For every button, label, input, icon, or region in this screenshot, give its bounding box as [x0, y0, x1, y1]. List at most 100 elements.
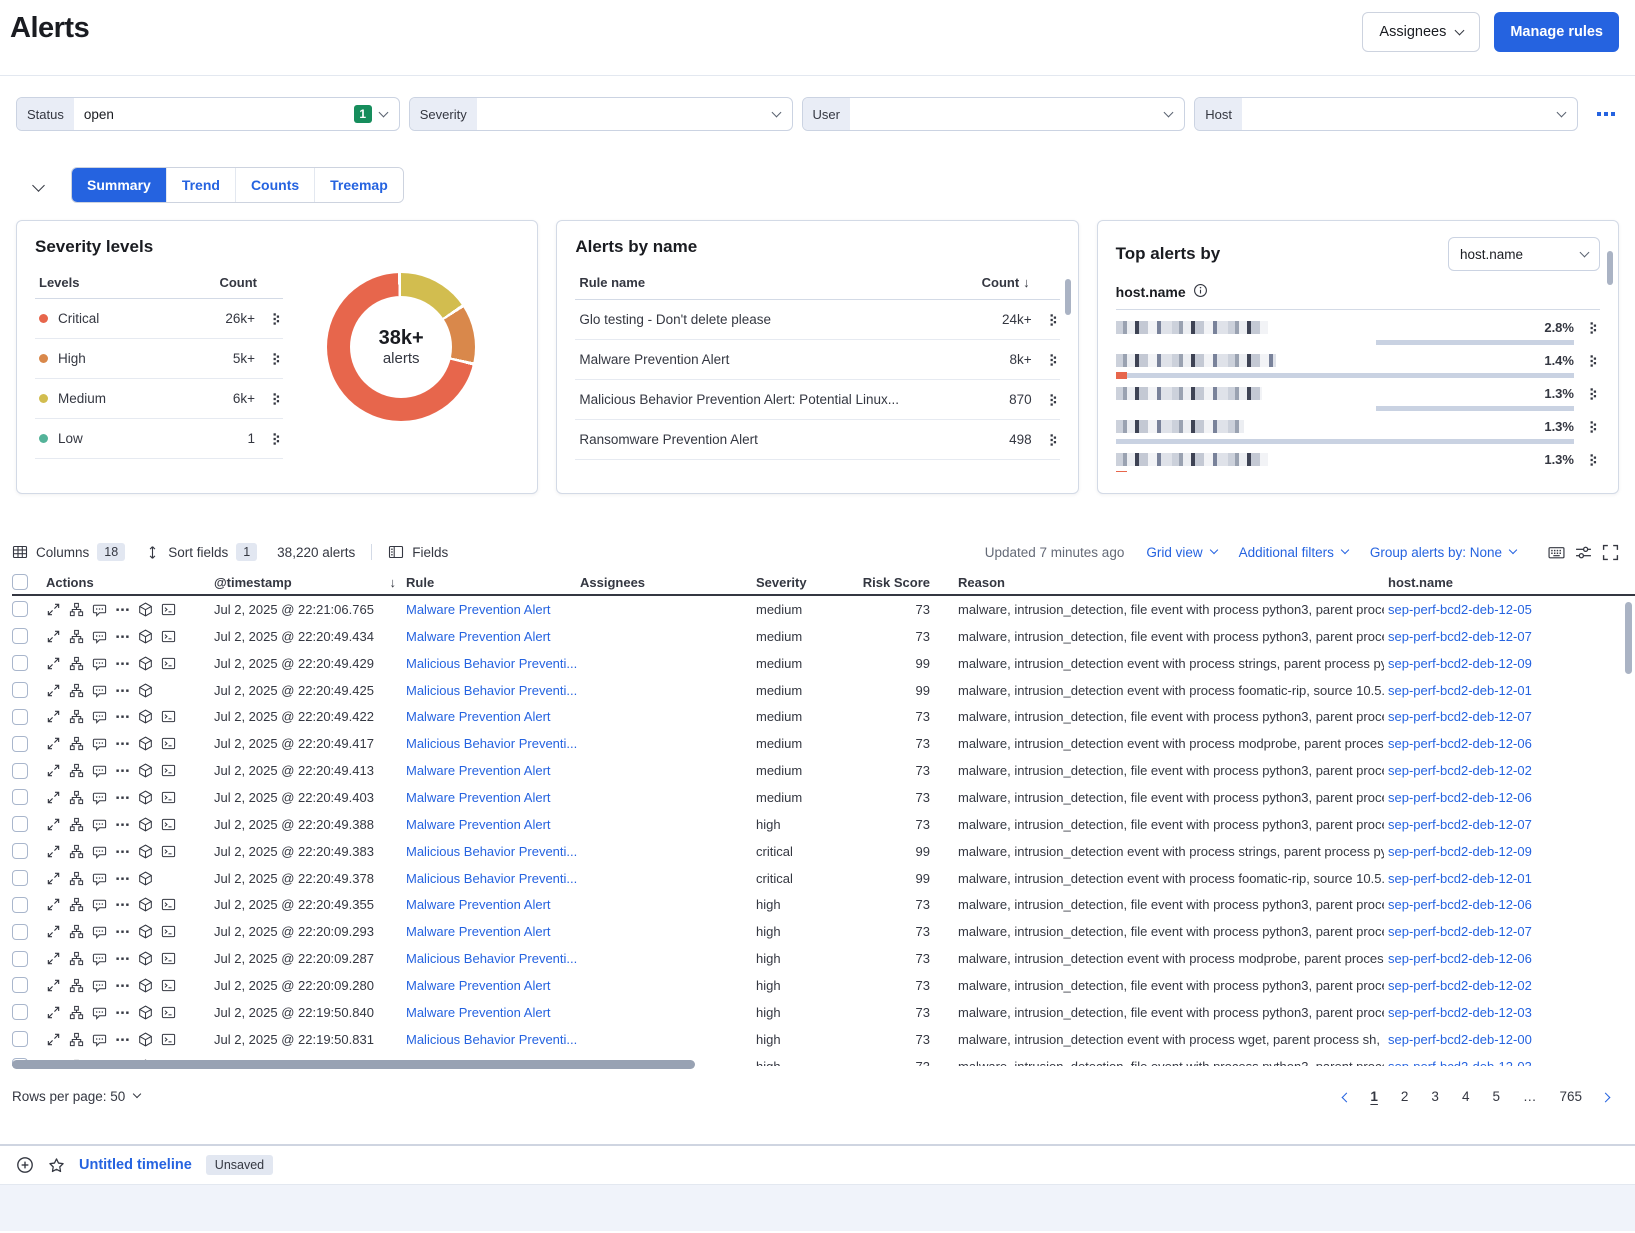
more-actions-icon[interactable] — [115, 924, 130, 939]
alert-rule-link[interactable]: Malicious Behavior Preventi... — [406, 870, 578, 886]
alert-hostname-link[interactable]: sep-perf-bcd2-deb-12-01 — [1388, 870, 1532, 886]
alert-hostname-link[interactable]: sep-perf-bcd2-deb-12-06 — [1388, 736, 1532, 752]
expand-alert-icon[interactable] — [46, 656, 61, 671]
alert-rule-link[interactable]: Malicious Behavior Preventi... — [406, 951, 578, 967]
osquery-icon[interactable] — [138, 629, 153, 644]
osquery-icon[interactable] — [138, 1032, 153, 1047]
more-actions-icon[interactable] — [115, 763, 130, 778]
response-console-icon[interactable] — [161, 709, 176, 724]
expand-alert-icon[interactable] — [46, 763, 61, 778]
alert-hostname-link[interactable]: sep-perf-bcd2-deb-12-06 — [1388, 897, 1532, 913]
alert-hostname-link[interactable]: sep-perf-bcd2-deb-12-06 — [1388, 951, 1532, 967]
alert-rule-link[interactable]: Malware Prevention Alert — [406, 1004, 551, 1020]
more-actions-icon[interactable] — [115, 656, 130, 671]
osquery-icon[interactable] — [138, 656, 153, 671]
response-console-icon[interactable] — [161, 978, 176, 993]
expand-alert-icon[interactable] — [46, 683, 61, 698]
analyze-event-icon[interactable] — [69, 844, 84, 859]
boxes-vertical-icon[interactable] — [1586, 453, 1600, 472]
row-checkbox[interactable] — [12, 789, 28, 806]
alert-rule-link[interactable]: Malware Prevention Alert — [406, 763, 551, 779]
alert-hostname-link[interactable]: sep-perf-bcd2-deb-12-01 — [1388, 682, 1532, 698]
analyze-event-icon[interactable] — [69, 817, 84, 832]
assignees-button[interactable]: Assignees — [1362, 12, 1481, 52]
alert-rule-link[interactable]: Malicious Behavior Preventi... — [406, 1031, 578, 1047]
response-console-icon[interactable] — [161, 897, 176, 912]
osquery-icon[interactable] — [138, 951, 153, 966]
alert-rule-link[interactable]: Malware Prevention Alert — [406, 816, 551, 832]
analyze-event-icon[interactable] — [69, 924, 84, 939]
expand-alert-icon[interactable] — [46, 844, 61, 859]
more-actions-icon[interactable] — [115, 871, 130, 886]
investigate-timeline-icon[interactable] — [92, 656, 107, 671]
timestamp-column-header[interactable]: @timestamp — [214, 574, 292, 590]
alert-hostname-link[interactable]: sep-perf-bcd2-deb-12-07 — [1388, 709, 1532, 725]
more-actions-icon[interactable] — [115, 629, 130, 644]
expand-alert-icon[interactable] — [46, 1032, 61, 1047]
previous-page-button[interactable] — [1339, 1086, 1354, 1106]
grid-view-button[interactable]: Grid view — [1146, 545, 1218, 560]
response-console-icon[interactable] — [161, 790, 176, 805]
row-checkbox[interactable] — [12, 682, 28, 698]
investigate-timeline-icon[interactable] — [92, 951, 107, 966]
alert-hostname-link[interactable]: sep-perf-bcd2-deb-12-00 — [1388, 1031, 1532, 1047]
select-all-checkbox[interactable] — [12, 574, 28, 590]
alert-rule-link[interactable]: Malicious Behavior Preventi... — [406, 736, 578, 752]
panel-scrollbar[interactable] — [1606, 251, 1613, 285]
row-checkbox[interactable] — [12, 735, 28, 752]
filter-combo[interactable]: Host — [1194, 97, 1578, 131]
analyze-event-icon[interactable] — [69, 763, 84, 778]
boxes-vertical-icon[interactable] — [269, 432, 283, 446]
fields-button[interactable]: Fields — [388, 544, 448, 560]
osquery-icon[interactable] — [138, 602, 153, 617]
collapse-summary-chevron[interactable] — [30, 173, 47, 197]
timeline-title[interactable]: Untitled timeline — [79, 1157, 192, 1173]
more-actions-icon[interactable] — [115, 736, 130, 751]
osquery-icon[interactable] — [138, 709, 153, 724]
investigate-timeline-icon[interactable] — [92, 817, 107, 832]
analyze-event-icon[interactable] — [69, 602, 84, 617]
columns-button[interactable]: Columns 18 — [12, 543, 126, 561]
response-console-icon[interactable] — [161, 763, 176, 778]
vertical-scrollbar-thumb[interactable] — [1625, 602, 1632, 674]
more-actions-icon[interactable] — [115, 790, 130, 805]
analyze-event-icon[interactable] — [69, 1005, 84, 1020]
timeline-icon[interactable] — [16, 1156, 34, 1174]
alert-hostname-link[interactable]: sep-perf-bcd2-deb-12-02 — [1388, 763, 1532, 779]
osquery-icon[interactable] — [138, 978, 153, 993]
info-icon[interactable] — [1193, 283, 1208, 301]
stack-by-select[interactable]: host.name — [1447, 237, 1600, 271]
analyze-event-icon[interactable] — [69, 897, 84, 912]
display-options-icon[interactable] — [1575, 544, 1592, 561]
investigate-timeline-icon[interactable] — [92, 629, 107, 644]
analyze-event-icon[interactable] — [69, 709, 84, 724]
alert-hostname-link[interactable]: sep-perf-bcd2-deb-12-05 — [1388, 601, 1532, 617]
page-number-button[interactable]: 3 — [1431, 1088, 1439, 1104]
analyze-event-icon[interactable] — [69, 790, 84, 805]
analyze-event-icon[interactable] — [69, 951, 84, 966]
filter-combo[interactable]: Severity — [408, 97, 793, 131]
alert-hostname-link[interactable]: sep-perf-bcd2-deb-12-03 — [1388, 1004, 1532, 1020]
expand-alert-icon[interactable] — [46, 736, 61, 751]
more-actions-icon[interactable] — [115, 844, 130, 859]
investigate-timeline-icon[interactable] — [92, 763, 107, 778]
filter-combo[interactable]: User — [801, 97, 1186, 131]
rows-per-page-button[interactable]: Rows per page: 50 — [12, 1089, 142, 1104]
boxes-vertical-icon[interactable] — [1046, 353, 1060, 367]
alert-hostname-link[interactable]: sep-perf-bcd2-deb-12-07 — [1388, 628, 1532, 644]
response-console-icon[interactable] — [161, 817, 176, 832]
keyboard-shortcuts-icon[interactable] — [1548, 544, 1565, 561]
sort-fields-button[interactable]: Sort fields 1 — [145, 543, 258, 561]
more-actions-icon[interactable] — [115, 951, 130, 966]
page-number-button[interactable]: … — [1522, 1088, 1537, 1104]
boxes-vertical-icon[interactable] — [269, 312, 283, 326]
alert-hostname-link[interactable]: sep-perf-bcd2-deb-12-03 — [1384, 1059, 1635, 1066]
expand-alert-icon[interactable] — [46, 924, 61, 939]
alert-hostname-link[interactable]: sep-perf-bcd2-deb-12-09 — [1388, 843, 1532, 859]
investigate-timeline-icon[interactable] — [92, 709, 107, 725]
osquery-icon[interactable] — [138, 683, 153, 698]
investigate-timeline-icon[interactable] — [92, 736, 107, 752]
row-checkbox[interactable] — [12, 1004, 28, 1021]
row-checkbox[interactable] — [12, 843, 28, 860]
boxes-vertical-icon[interactable] — [1046, 393, 1060, 407]
